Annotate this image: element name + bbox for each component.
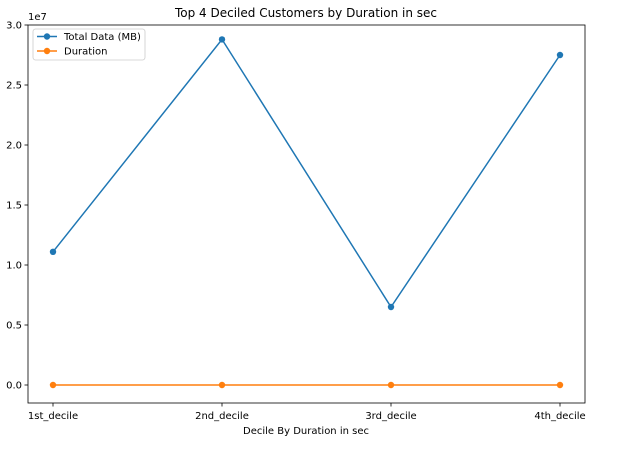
- x-tick-label: 1st_decile: [28, 411, 78, 422]
- data-point: [387, 381, 395, 389]
- legend-box: [32, 28, 146, 61]
- legend-marker: [43, 33, 51, 40]
- legend-label: Total Data (MB): [63, 32, 141, 43]
- x-tick-label: 3rd_decile: [365, 411, 416, 422]
- x-axis-label: Decile By Duration in sec: [243, 426, 369, 437]
- y-tick-label: 0.5: [6, 321, 22, 332]
- data-point: [218, 36, 226, 43]
- data-point: [218, 381, 226, 389]
- y-tick-label: 1.0: [6, 261, 22, 272]
- data-point: [556, 381, 564, 389]
- chart-title: Top 4 Deciled Customers by Duration in s…: [174, 6, 437, 20]
- legend-label: Duration: [64, 47, 107, 58]
- plot-area-frame: [27, 24, 586, 404]
- data-point: [49, 248, 57, 255]
- x-tick-label: 4th_decile: [534, 411, 585, 422]
- y-tick-label: 2.5: [6, 81, 22, 92]
- data-point: [387, 303, 395, 311]
- y-tick-label: 3.0: [6, 21, 22, 32]
- data-point: [49, 381, 57, 389]
- y-axis-offset-text: 1e7: [28, 12, 47, 23]
- x-tick-label: 2nd_decile: [195, 411, 249, 422]
- y-tick-label: 0.0: [6, 381, 22, 392]
- series-line-1: [52, 38, 561, 309]
- y-tick-label: 2.0: [6, 141, 22, 152]
- y-tick-label: 1.5: [6, 201, 22, 212]
- legend: Total Data (MB) Duration: [32, 28, 146, 61]
- data-point: [556, 51, 564, 59]
- legend-marker: [43, 47, 51, 55]
